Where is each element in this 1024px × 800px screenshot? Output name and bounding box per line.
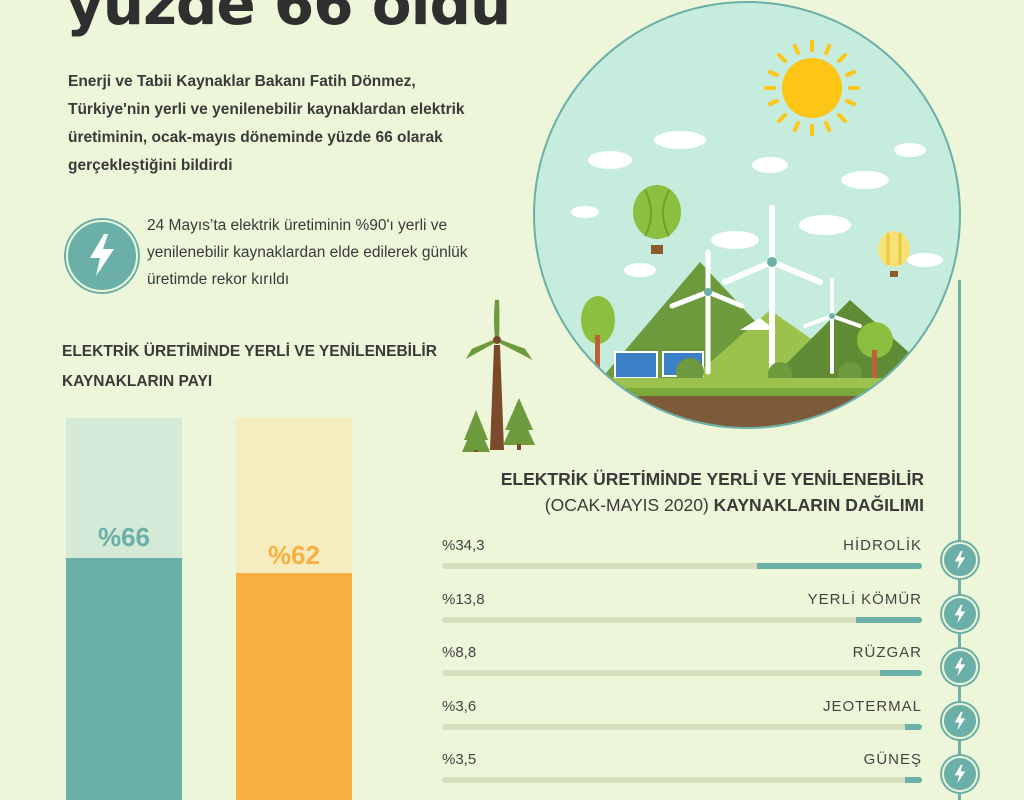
solar-panel-icon (614, 351, 704, 379)
breakdown-row: %13,8 YERLİ KÖMÜR (442, 591, 922, 631)
breakdown-percent: %3,6 (442, 697, 477, 715)
record-note: 24 Mayıs’ta elektrik üretiminin %90'ı ye… (147, 217, 468, 288)
breakdown-source-name: YERLİ KÖMÜR (807, 590, 922, 608)
breakdown-source-name: GÜNEŞ (863, 751, 922, 768)
breakdown-row: %34,3 HİDROLİK (442, 537, 922, 577)
share-bar-2-label: %62 (267, 540, 321, 570)
breakdown-title-line1: ELEKTRİK ÜRETİMİNDE YERLİ VE YENİLENEBİL… (500, 469, 924, 489)
breakdown-bar-track (442, 670, 922, 676)
mountain-icon (600, 262, 940, 380)
share-bar-2: %62 (236, 418, 352, 800)
breakdown-bar-fill (905, 777, 922, 783)
share-bar-1-fill (66, 558, 182, 800)
breakdown-percent: %34,3 (442, 537, 485, 554)
breakdown-bar-fill (855, 616, 922, 623)
share-bar-2-fill (236, 573, 352, 800)
breakdown-title: ELEKTRİK ÜRETİMİNDE YERLİ VE YENİLENEBİL… (430, 466, 924, 518)
breakdown-title-line2: (OCAK-MAYIS 2020) KAYNAKLARIN DAĞILIMI (430, 492, 924, 518)
breakdown-row: %3,5 GÜNEŞ (442, 751, 922, 791)
breakdown-bar-track (442, 777, 922, 783)
breakdown-row: %3,6 JEOTERMAL (442, 698, 922, 738)
share-chart-title: ELEKTRİK ÜRETİMİNDE YERLİ VE YENİLENEBİL… (62, 337, 482, 397)
breakdown-period: (OCAK-MAYIS 2020) (544, 495, 709, 515)
share-chart-title-line2: KAYNAKLARIN PAYI (62, 373, 213, 390)
lightning-bolt-icon (942, 595, 978, 632)
lightning-bolt-icon (942, 542, 978, 578)
share-chart-title-line1: ELEKTRİK ÜRETİMİNDE YERLİ VE YENİLENEBİL… (62, 343, 437, 360)
breakdown-bar-fill (757, 563, 922, 569)
lightning-bolt-icon (942, 702, 978, 739)
tree-icon (462, 398, 535, 452)
breakdown-percent: %13,8 (442, 590, 485, 608)
sun-icon (764, 40, 860, 136)
breakdown-bar-track (442, 723, 922, 730)
breakdown-percent: %3,5 (442, 751, 477, 768)
breakdown-bar-fill (879, 670, 922, 676)
hot-air-balloon-icon (633, 185, 910, 277)
breakdown-percent: %8,8 (442, 644, 477, 661)
wind-turbine-icon (465, 299, 533, 450)
lightning-bolt-icon (942, 649, 978, 685)
breakdown-bar-fill (904, 723, 922, 730)
share-bar-1: %66 (66, 418, 182, 800)
page-title: yüzde 66 oldu (66, 0, 511, 38)
lightning-bolt-icon (66, 220, 138, 292)
wind-turbine-icon (669, 205, 862, 375)
timeline-line (958, 280, 961, 800)
breakdown-row: %8,8 RÜZGAR (442, 644, 922, 684)
breakdown-source-name: RÜZGAR (852, 644, 922, 661)
breakdown-source-name: HİDROLİK (843, 537, 922, 554)
breakdown-subject: KAYNAKLARIN DAĞILIMI (713, 495, 924, 515)
intro-text: Enerji ve Tabii Kaynaklar Bakanı Fatih D… (68, 73, 465, 174)
cloud-icon (571, 131, 943, 277)
breakdown-source-name: JEOTERMAL (822, 697, 922, 715)
lightning-bolt-icon (942, 756, 978, 792)
breakdown-bar-track (442, 616, 922, 623)
share-bar-1-label: %66 (97, 522, 151, 552)
breakdown-bar-track (442, 563, 922, 569)
